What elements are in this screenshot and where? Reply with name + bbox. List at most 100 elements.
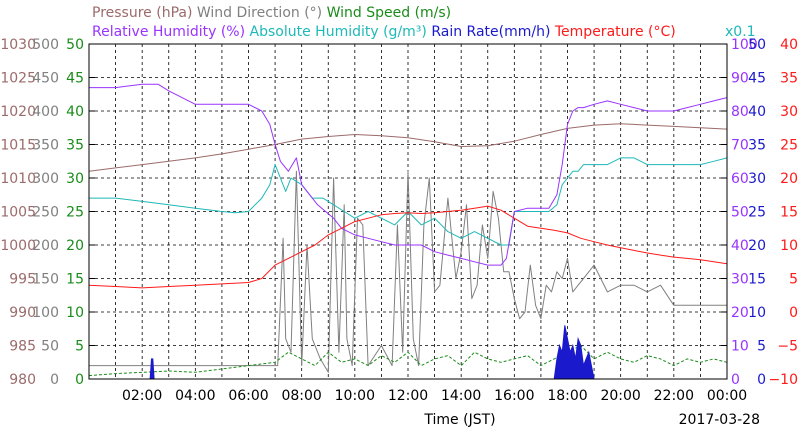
- x-axis: 02:00 04:00 06:00 08:00 10:00 12:00 14:00 16:00…: [122, 388, 747, 404]
- humidity-tick-label: 30: [731, 272, 749, 288]
- x-tick-label: 12:00: [388, 388, 428, 404]
- wind-speed-tick-label: 20: [66, 238, 84, 254]
- temperature-c-line: [88, 205, 728, 289]
- wind-direction-tick-label: 0: [50, 372, 59, 388]
- rain-rate-tick-label: 0: [757, 372, 766, 388]
- rain-rate-tick-label: 40: [748, 104, 766, 120]
- rain-rate-tick-label: 50: [748, 37, 766, 53]
- wind-direction-tick-label: 200: [32, 238, 59, 254]
- x-tick-label: 14:00: [441, 388, 481, 404]
- pressure-tick-label: 990: [9, 305, 36, 321]
- x-tick-label: 18:00: [547, 388, 587, 404]
- pressure-hpa-line: [88, 123, 728, 172]
- wind-direction-line: [89, 170, 727, 373]
- wind-speed-tick-label: 40: [66, 104, 84, 120]
- pressure-tick-label: 1030: [0, 37, 36, 53]
- humidity-tick-label: 80: [731, 104, 749, 120]
- wind-speed-tick-label: 50: [66, 37, 84, 53]
- relative-humidity-line: [89, 83, 728, 266]
- rain-rate-tick-label: 30: [748, 171, 766, 187]
- pressure-tick-label: 980: [9, 372, 36, 388]
- wind-direction-tick-label: 150: [32, 272, 59, 288]
- humidity-tick-label: 20: [731, 305, 749, 321]
- temperature-tick-label: 5: [789, 272, 798, 288]
- legend-entry: Temperature (°C): [550, 24, 675, 40]
- temperature-tick-label: 35: [780, 71, 798, 87]
- humidity-tick-label: 70: [731, 138, 749, 154]
- rain-rate-tick-label: 45: [748, 71, 766, 87]
- legend-entry: Pressure (hPa): [92, 5, 192, 21]
- pressure-tick-label: 1005: [0, 205, 36, 221]
- rain-rate-tick-label: 15: [748, 272, 766, 288]
- wind-direction-tick-label: 350: [32, 138, 59, 154]
- x-tick-label: 10:00: [335, 388, 375, 404]
- rain-rate-tick-label: 35: [748, 138, 766, 154]
- x-axis-label: Time (JST): [423, 412, 495, 428]
- rain-rate-tick-label: 10: [748, 305, 766, 321]
- series-layer: [88, 83, 728, 380]
- temperature-tick-label: 20: [780, 171, 798, 187]
- temperature-tick-label: 15: [780, 205, 798, 221]
- pressure-tick-label: 1000: [0, 238, 36, 254]
- wind-direction-tick-label: 450: [32, 71, 59, 87]
- humidity-tick-label: 90: [731, 71, 749, 87]
- pressure-tick-label: 1010: [0, 171, 36, 187]
- humidity-tick-label: 40: [731, 238, 749, 254]
- rain-rate-mm-h-line: [89, 325, 727, 380]
- pressure-tick-label: 1020: [0, 104, 36, 120]
- wind-direction-tick-label: 300: [32, 171, 59, 187]
- wind-speed-tick-label: 5: [75, 339, 84, 355]
- legend-row: Pressure (hPa) Wind Direction (°) Wind S…: [92, 5, 451, 21]
- wind-direction-tick-label: 100: [32, 305, 59, 321]
- wind-speed-tick-label: 0: [75, 372, 84, 388]
- legend-entry: Wind Direction (°): [192, 5, 322, 21]
- wind-direction-tick-label: 250: [32, 205, 59, 221]
- legend-entry: Relative Humidity (%): [92, 24, 245, 40]
- temperature-tick-label: 0: [789, 305, 798, 321]
- plot-frame: [88, 43, 728, 380]
- x-tick-label: 20:00: [600, 388, 640, 404]
- humidity-tick-label: 10: [731, 339, 749, 355]
- left-axes: 9809859909951000100510101015102010251030…: [0, 37, 84, 388]
- humidity-tick-label: 50: [731, 205, 749, 221]
- legend-entry: Absolute Humidity (g/m³): [245, 24, 427, 40]
- rain-rate-tick-label: 25: [748, 205, 766, 221]
- legend-entry: Wind Speed (m/s): [322, 5, 451, 21]
- rain-rate-tick-label: 20: [748, 238, 766, 254]
- wind-speed-tick-label: 30: [66, 171, 84, 187]
- legend-row: Relative Humidity (%) Absolute Humidity …: [92, 24, 676, 40]
- absolute-humidity-g-m-line: [89, 157, 728, 246]
- wind-speed-tick-label: 45: [66, 71, 84, 87]
- pressure-tick-label: 1025: [0, 71, 36, 87]
- temperature-tick-label: 30: [780, 104, 798, 120]
- multiplier-label: x0.1: [725, 24, 756, 40]
- wind-direction-tick-label: 500: [32, 37, 59, 53]
- humidity-tick-label: 60: [731, 171, 749, 187]
- x-tick-label: 04:00: [175, 388, 215, 404]
- wind-speed-tick-label: 10: [66, 305, 84, 321]
- right-axes: 0102030405060708090100051015202530354045…: [731, 37, 798, 388]
- pressure-tick-label: 995: [9, 272, 36, 288]
- x-tick-label: 02:00: [122, 388, 162, 404]
- wind-speed-tick-label: 35: [66, 138, 84, 154]
- wind-direction-tick-label: 400: [32, 104, 59, 120]
- x-tick-label: 22:00: [654, 388, 694, 404]
- x-tick-label: 16:00: [494, 388, 534, 404]
- humidity-tick-label: 100: [731, 37, 758, 53]
- humidity-tick-label: 0: [731, 372, 740, 388]
- wind-direction-tick-label: 50: [41, 339, 59, 355]
- wind-speed-tick-label: 25: [66, 205, 84, 221]
- pressure-tick-label: 1015: [0, 138, 36, 154]
- legend-entry: Rain Rate(mm/h): [427, 24, 551, 40]
- temperature-tick-label: −5: [777, 339, 798, 355]
- x-tick-label: 08:00: [281, 388, 321, 404]
- x-tick-label: 00:00: [707, 388, 747, 404]
- date-label: 2017-03-28: [679, 412, 760, 428]
- temperature-tick-label: 40: [780, 37, 798, 53]
- temperature-tick-label: −10: [768, 372, 798, 388]
- wind-speed-m-s-line: [88, 345, 728, 377]
- temperature-tick-label: 10: [780, 238, 798, 254]
- pressure-tick-label: 985: [9, 339, 36, 355]
